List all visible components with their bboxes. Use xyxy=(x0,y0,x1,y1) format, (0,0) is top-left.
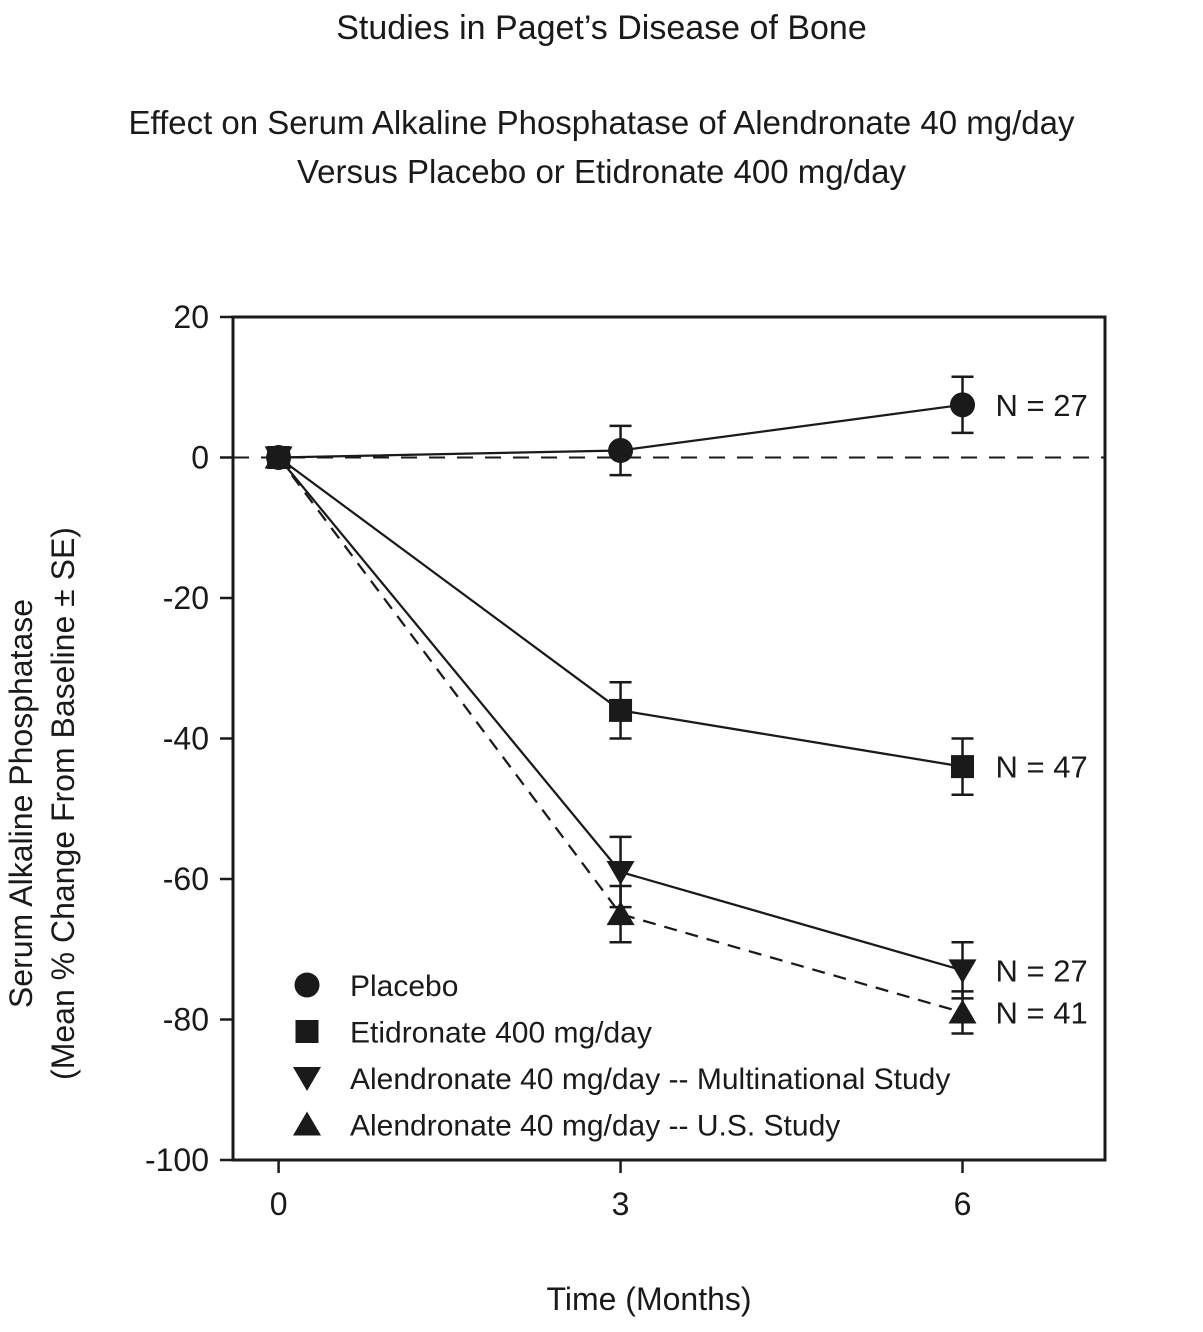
x-tick-label-0: 0 xyxy=(270,1186,288,1222)
legend-marker-2 xyxy=(293,1067,321,1091)
legend-marker-3 xyxy=(293,1111,321,1136)
x-tick-label-2: 6 xyxy=(954,1186,972,1222)
series-0-marker-2 xyxy=(950,392,976,418)
series-3-marker-2 xyxy=(948,999,977,1024)
series-0-marker-1 xyxy=(608,437,634,463)
y-tick-label-6: -100 xyxy=(145,1142,209,1178)
series-2-marker-2 xyxy=(948,959,977,984)
chart-title: Studies in Paget’s Disease of Bone xyxy=(336,9,867,47)
chart-subtitle-line-2: Versus Placebo or Etidronate 400 mg/day xyxy=(296,153,907,190)
series-1-marker-1 xyxy=(609,698,633,722)
y-tick-label-1: 0 xyxy=(191,440,209,476)
legend-label-1: Etidronate 400 mg/day xyxy=(350,1017,652,1050)
n-label-1: N = 47 xyxy=(996,750,1088,785)
n-label-0: N = 27 xyxy=(996,388,1088,423)
x-axis-label: Time (Months) xyxy=(546,1281,751,1317)
legend-label-3: Alendronate 40 mg/day -- U.S. Study xyxy=(350,1110,840,1143)
chart-subtitle-line-1: Effect on Serum Alkaline Phosphatase of … xyxy=(128,104,1075,141)
y-tick-label-4: -60 xyxy=(163,861,209,897)
n-label-2: N = 27 xyxy=(996,953,1088,988)
chart-subtitle: Effect on Serum Alkaline Phosphatase of … xyxy=(0,98,1203,196)
y-axis-label-line-2: (Mean % Change From Baseline ± SE) xyxy=(45,527,81,1080)
series-3-marker-0 xyxy=(264,444,293,469)
y-tick-label-5: -80 xyxy=(163,1002,209,1038)
y-tick-label-0: 20 xyxy=(173,299,209,335)
x-tick-label-1: 3 xyxy=(612,1186,630,1222)
figure-header: Studies in Paget’s Disease of Bone Effec… xyxy=(0,0,1203,196)
series-2-marker-1 xyxy=(606,860,635,885)
legend-label-2: Alendronate 40 mg/day -- Multinational S… xyxy=(350,1063,950,1096)
legend-label-0: Placebo xyxy=(350,970,458,1003)
n-label-3: N = 41 xyxy=(996,995,1088,1030)
series-1-marker-2 xyxy=(951,755,975,779)
y-axis-label-line-1: Serum Alkaline Phosphatase xyxy=(3,599,39,1008)
y-tick-label-2: -20 xyxy=(163,580,209,616)
legend-marker-1 xyxy=(295,1020,319,1043)
legend-marker-0 xyxy=(294,972,320,998)
y-tick-label-3: -40 xyxy=(163,721,209,757)
series-3-marker-1 xyxy=(606,901,635,926)
